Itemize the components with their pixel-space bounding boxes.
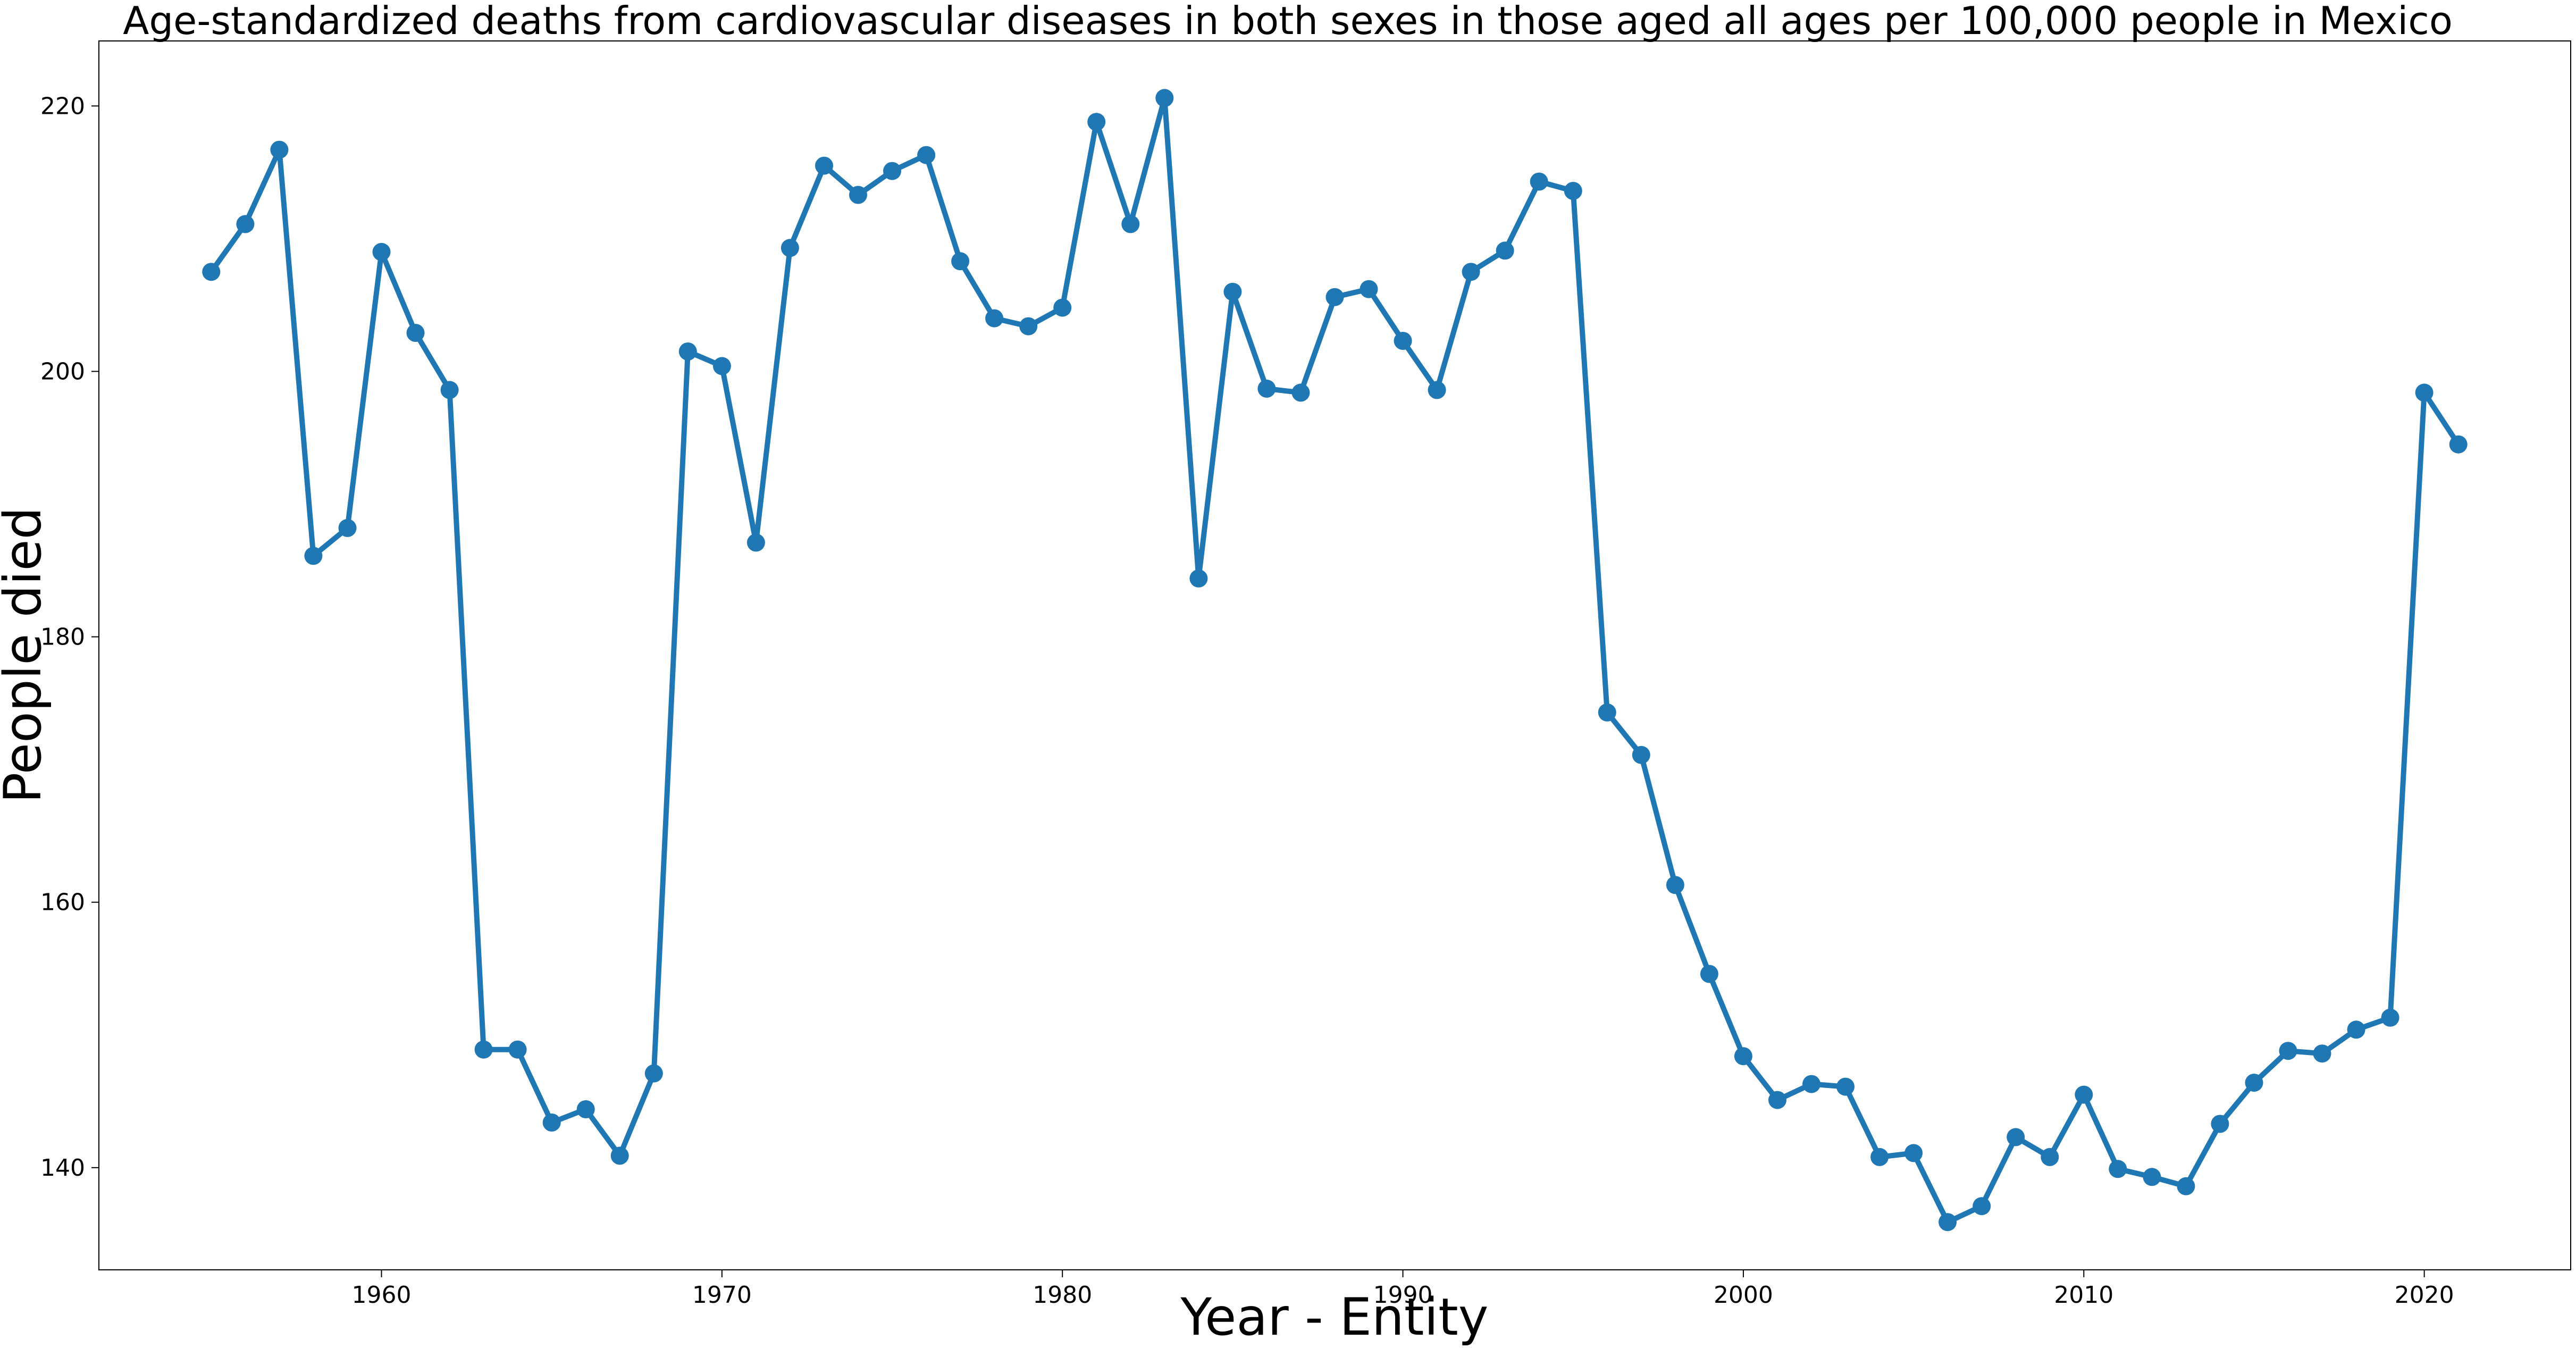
data-point-2001 [1768,1091,1786,1109]
series-line [209,95,2461,1225]
data-point-2006 [1939,1213,1957,1232]
data-point-1989 [1360,280,1378,298]
data-point-1991 [1428,381,1446,399]
y-tick-label: 220 [40,93,85,120]
x-tick-label: 1970 [692,1282,752,1309]
x-tick-label: 2010 [2054,1282,2113,1309]
data-point-1988 [1325,288,1344,306]
x-tick-label: 2020 [2395,1282,2454,1309]
y-tick-label: 200 [40,358,85,385]
data-point-1959 [338,518,357,537]
data-point-1992 [1462,263,1480,281]
data-point-1977 [951,252,970,271]
data-point-1964 [508,1040,527,1059]
data-point-1958 [304,547,323,565]
y-axis: 140 160 180 200 220 [40,93,99,1182]
x-tick-label: 1960 [352,1282,412,1309]
data-point-2014 [2211,1115,2229,1133]
data-point-1978 [985,309,1004,328]
data-point-1962 [440,381,459,399]
data-point-1971 [746,533,765,552]
data-point-1984 [1189,569,1208,588]
data-point-2009 [2041,1148,2059,1166]
data-point-1974 [849,186,867,204]
data-point-2008 [2007,1128,2025,1146]
x-axis-label: Year - Entity [1180,1287,1488,1347]
plot-area [98,40,2571,1270]
data-point-2005 [1904,1144,1923,1162]
data-point-1997 [1632,746,1650,764]
data-point-1963 [474,1040,493,1059]
x-tick-label: 1990 [1373,1282,1433,1309]
data-point-1960 [372,242,391,261]
data-point-1976 [917,146,936,164]
data-point-1955 [202,263,221,281]
data-point-2013 [2177,1177,2195,1195]
data-point-1990 [1394,332,1412,350]
data-point-1981 [1087,113,1106,131]
data-point-1994 [1530,172,1548,191]
data-point-2015 [2245,1074,2263,1092]
data-point-1982 [1121,215,1140,233]
y-tick-label: 160 [40,889,85,916]
data-point-2018 [2347,1020,2365,1039]
x-tick-label: 2000 [1714,1282,1773,1309]
data-point-2021 [2449,435,2468,454]
y-axis-label: People died [0,507,53,803]
data-point-1998 [1666,876,1684,894]
data-point-1975 [883,162,901,180]
data-point-1973 [815,156,833,175]
data-point-1987 [1291,383,1310,402]
data-point-2020 [2415,383,2434,402]
data-point-1999 [1700,965,1718,983]
x-axis: 1960 1970 1980 1990 2000 2010 2020 [352,1270,2454,1309]
chart-title: Age-standardized deaths from cardiovascu… [123,0,2453,43]
data-point-1968 [644,1064,663,1083]
data-point-1983 [1155,89,1174,107]
data-point-1965 [542,1113,561,1132]
data-point-2011 [2109,1160,2127,1178]
data-point-2003 [1836,1077,1855,1096]
x-tick-label: 1980 [1033,1282,1092,1309]
data-point-1961 [406,324,425,342]
data-point-2004 [1870,1148,1889,1166]
data-point-1972 [781,239,799,257]
data-point-1996 [1598,703,1616,722]
data-point-1980 [1053,298,1072,317]
data-point-1985 [1223,282,1242,301]
data-point-1986 [1257,379,1276,398]
data-point-2000 [1734,1047,1752,1066]
data-point-1969 [678,342,697,361]
data-point-2019 [2381,1008,2399,1027]
y-tick-label: 180 [40,624,85,651]
data-point-1967 [610,1146,629,1165]
data-point-1979 [1019,317,1038,336]
data-point-2007 [1973,1197,1991,1216]
data-point-2016 [2279,1042,2297,1060]
data-point-1995 [1564,182,1582,200]
data-point-1956 [236,215,255,233]
series-points [202,89,2468,1232]
data-point-2017 [2313,1044,2331,1063]
data-point-1957 [270,140,289,159]
y-tick-label: 140 [40,1154,85,1182]
data-point-2010 [2075,1085,2093,1104]
data-point-1993 [1496,241,1514,260]
data-point-1970 [712,357,731,375]
data-point-2012 [2143,1168,2161,1186]
data-point-2002 [1802,1075,1820,1093]
data-point-1966 [576,1100,595,1118]
